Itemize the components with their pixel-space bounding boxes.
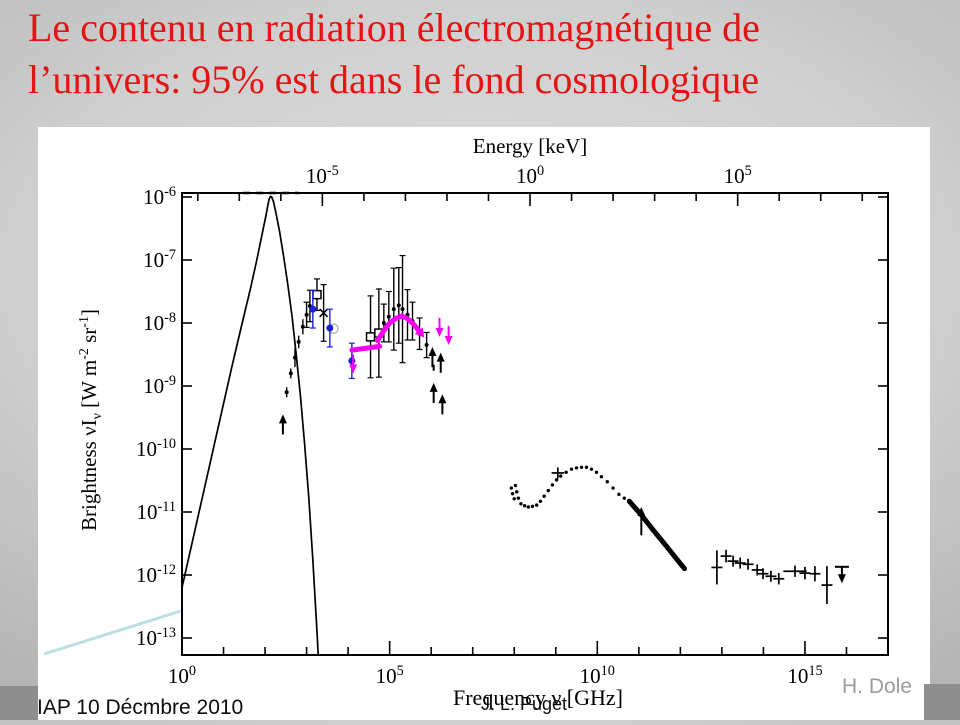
series-gamma-crosses [711,549,833,604]
series-magenta-arc [375,313,425,344]
series-magenta-bar [349,343,383,353]
svg-text:100: 100 [516,163,544,188]
series-magenta-upper-limits [349,317,453,374]
svg-text:10-11: 10-11 [137,499,177,524]
svg-text:105: 105 [376,663,404,688]
slide-title-line2: l’univers: 95% est dans le fond cosmolog… [28,57,759,102]
slide-title-line1: Le contenu en radiation électromagnétiqu… [28,5,760,50]
svg-text:Brightness νIν [W m-2 sr-1]: Brightness νIν [W m-2 sr-1] [77,309,105,531]
series-xray-dot-chain [509,465,626,509]
series-blue-points [309,289,356,380]
series-uv-optical-dots [380,254,430,364]
svg-text:10-12: 10-12 [136,562,176,587]
series-xray-thick-streak [626,498,687,572]
decorative-blue-line [43,609,182,656]
footer-author-puget: J. L. Puget [481,694,568,714]
series-firas-cib-dots [284,289,313,398]
svg-text:10-13: 10-13 [136,625,176,650]
svg-text:Energy [keV]: Energy [keV] [473,134,588,158]
svg-text:10-6: 10-6 [143,184,176,209]
svg-text:100: 100 [168,663,196,688]
energy-axis: 10-5 100 105 Energy [keV] [196,134,864,206]
plot-panel: 100 105 1010 1015 Frequency ν [GHz] 10-5 100 10… [38,127,930,720]
frequency-axis: 100 105 1010 1015 Frequency ν [GHz] [168,641,889,710]
slide-corner-decoration-right [924,684,960,720]
plot-frame [181,192,889,656]
series-xray-cross [551,467,565,479]
svg-text:10-9: 10-9 [143,373,176,398]
svg-text:10-8: 10-8 [143,310,176,335]
slide-title: Le contenu en radiation électromagnétiqu… [28,2,954,106]
footer-date: IAP 10 Décmbre 2010 [37,696,244,719]
brightness-axis: 10-6 10-7 10-8 10-9 10-10 10-11 10-12 10-13 Brig… [77,184,888,650]
svg-text:10-7: 10-7 [143,247,176,272]
svg-text:10-5: 10-5 [306,163,339,188]
series-star-marker [319,283,329,342]
series-cmb-blackbody [181,195,320,655]
svg-text:105: 105 [724,163,752,188]
svg-text:1010: 1010 [580,663,615,688]
series-gamma-upper-limit [834,565,849,584]
footer-author-dole: H. Dole [842,675,913,698]
series-black-lower-limits [278,346,447,435]
svg-text:1015: 1015 [787,663,822,688]
slide-corner-decoration-left [0,686,38,720]
svg-text:10-10: 10-10 [136,436,176,461]
svg-text:Frequency ν [GHz]: Frequency ν [GHz] [453,685,623,710]
